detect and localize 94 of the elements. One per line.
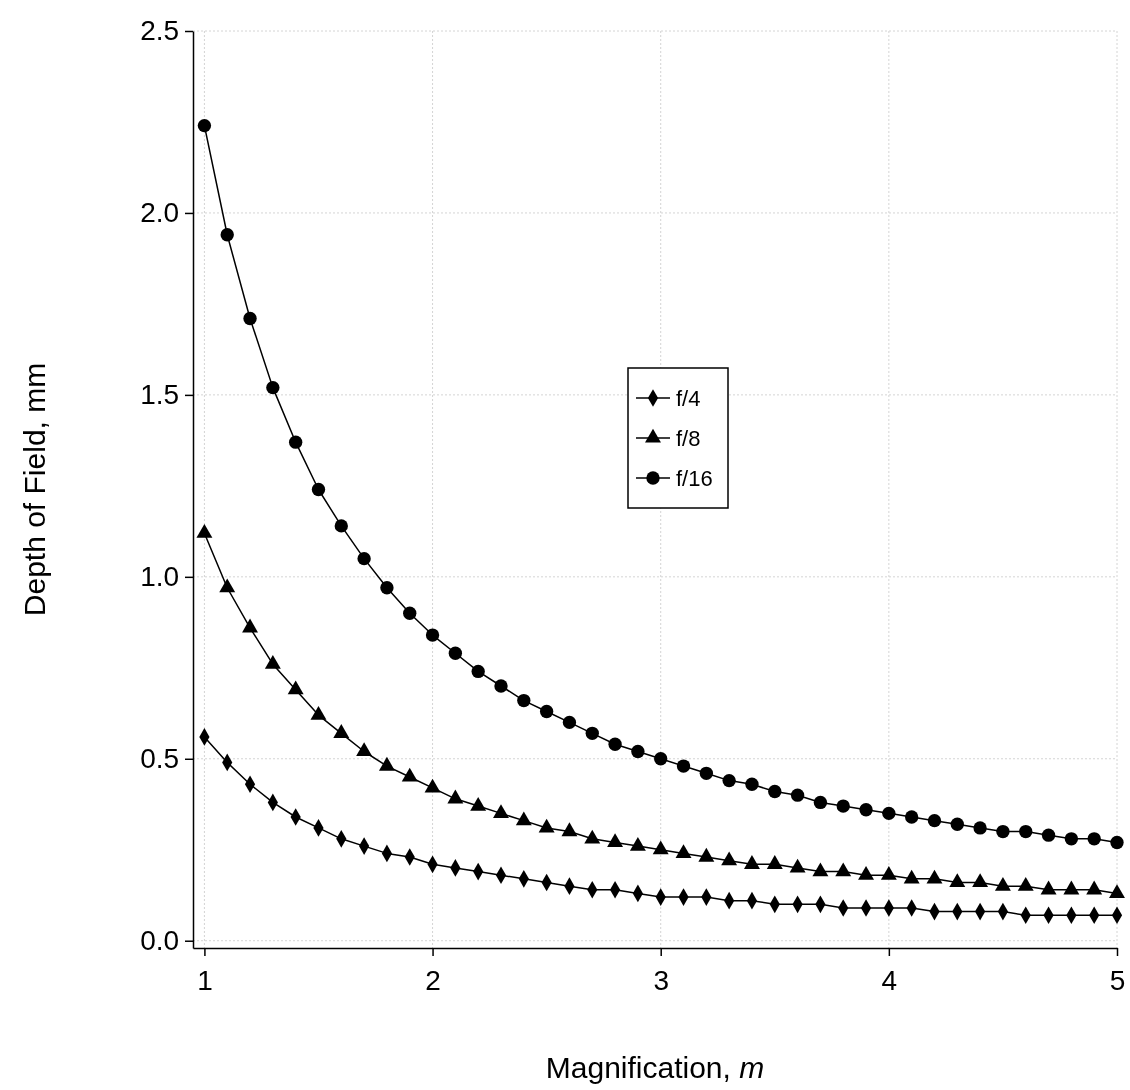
point xyxy=(676,759,691,773)
y-axis-title: Depth of Field, mm xyxy=(18,362,51,617)
point xyxy=(471,664,485,679)
point xyxy=(880,866,897,880)
point xyxy=(722,773,736,788)
point xyxy=(812,862,829,877)
point xyxy=(949,873,966,888)
point xyxy=(629,836,646,851)
point xyxy=(768,784,782,799)
point xyxy=(652,840,669,855)
x-axis-title: Magnification, m xyxy=(545,1051,765,1084)
point xyxy=(287,680,304,695)
point xyxy=(721,851,738,866)
y-tick-label: 0.5 xyxy=(140,743,180,775)
point xyxy=(380,581,394,595)
point xyxy=(950,817,964,831)
point xyxy=(333,724,350,738)
point xyxy=(266,380,280,395)
point xyxy=(903,869,920,884)
point xyxy=(425,628,440,642)
point xyxy=(813,795,828,810)
point xyxy=(858,866,875,880)
point xyxy=(996,824,1010,839)
x-tick-label: 3 xyxy=(653,964,669,996)
point xyxy=(1110,835,1124,850)
point xyxy=(790,788,805,802)
point xyxy=(562,715,577,730)
point xyxy=(904,810,919,824)
point xyxy=(470,796,487,811)
point xyxy=(219,578,236,593)
point xyxy=(515,811,532,826)
point xyxy=(926,869,943,884)
point xyxy=(745,777,759,791)
point xyxy=(424,778,441,793)
y-tick-label: 1.0 xyxy=(140,561,180,593)
point xyxy=(607,833,624,848)
point xyxy=(356,742,373,757)
point xyxy=(789,858,806,873)
point xyxy=(494,679,508,693)
point xyxy=(654,752,668,766)
point xyxy=(699,766,714,780)
point xyxy=(766,855,783,869)
point xyxy=(539,704,554,719)
point xyxy=(1019,824,1033,839)
point xyxy=(835,862,852,877)
point xyxy=(1064,832,1079,846)
point xyxy=(561,822,578,837)
point xyxy=(836,799,850,813)
point xyxy=(631,744,645,759)
x-tick-label: 1 xyxy=(197,964,213,996)
point xyxy=(401,767,418,782)
x-tick-label: 4 xyxy=(881,964,898,996)
point xyxy=(698,847,715,862)
point xyxy=(1040,880,1057,895)
y-tick-label: 1.5 xyxy=(140,379,180,411)
point xyxy=(675,844,692,858)
point xyxy=(242,618,259,633)
point xyxy=(1109,884,1125,899)
point xyxy=(538,818,555,833)
legend-label: f/16 xyxy=(676,465,713,491)
y-tick-label: 2.0 xyxy=(140,197,180,229)
point xyxy=(1086,880,1103,895)
point xyxy=(403,606,417,620)
point xyxy=(517,693,531,708)
point xyxy=(1041,828,1056,842)
point xyxy=(882,806,896,821)
legend-label: f/8 xyxy=(676,425,701,451)
point xyxy=(584,829,601,844)
point xyxy=(585,726,599,740)
point xyxy=(334,519,348,533)
point xyxy=(743,855,760,869)
y-tick-label: 2.5 xyxy=(140,15,180,47)
point xyxy=(220,228,234,242)
legend-label: f/4 xyxy=(676,385,701,411)
point xyxy=(972,873,989,888)
point xyxy=(448,646,463,660)
x-tick-label: 5 xyxy=(1109,964,1126,996)
point xyxy=(493,804,509,818)
point xyxy=(927,813,942,828)
point xyxy=(859,803,873,817)
point xyxy=(994,876,1011,891)
point xyxy=(357,551,371,566)
point xyxy=(288,435,303,449)
x-tick-label: 2 xyxy=(425,964,441,996)
point xyxy=(1017,876,1034,891)
point xyxy=(608,737,622,751)
point xyxy=(311,482,326,497)
point xyxy=(973,821,987,835)
point xyxy=(1063,880,1080,895)
point xyxy=(243,311,257,326)
point xyxy=(1087,832,1101,846)
y-tick-label: 0.0 xyxy=(140,925,180,957)
point xyxy=(447,789,464,804)
point xyxy=(197,118,212,133)
